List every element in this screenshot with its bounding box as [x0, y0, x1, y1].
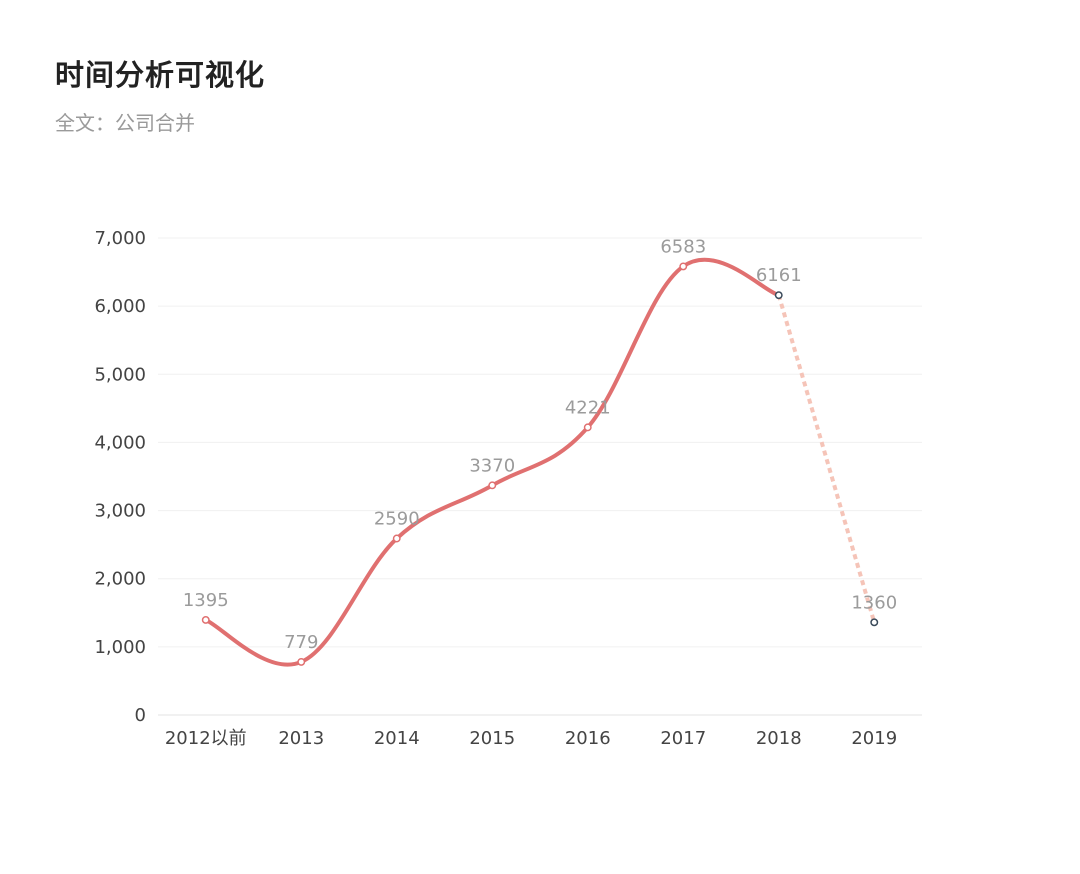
y-axis-ticks: 0 1,000 2,000 3,000 4,000 5,000 6,000 7,000 — [94, 228, 146, 726]
y-tick-label: 5,000 — [94, 364, 146, 385]
x-tick-label: 2016 — [565, 728, 611, 749]
x-tick-label: 2015 — [469, 728, 515, 749]
data-point — [679, 262, 688, 271]
x-tick-label: 2013 — [278, 728, 324, 749]
chart-subtitle: 全文：公司合并 — [55, 111, 195, 135]
y-tick-label: 2,000 — [94, 569, 146, 590]
x-tick-label: 2017 — [660, 728, 706, 749]
series-lines — [203, 257, 877, 667]
chart-title: 时间分析可视化 — [55, 58, 266, 92]
x-tick-label: 2014 — [374, 728, 420, 749]
y-tick-label: 7,000 — [94, 228, 146, 249]
data-label: 2590 — [374, 509, 420, 530]
data-point — [870, 618, 879, 627]
data-label: 1360 — [851, 592, 897, 613]
y-tick-label: 6,000 — [94, 296, 146, 317]
x-tick-label: 2018 — [756, 728, 802, 749]
data-label: 779 — [284, 632, 318, 653]
data-label: 4221 — [565, 397, 611, 418]
data-label: 3370 — [469, 455, 515, 476]
data-label: 6583 — [660, 236, 706, 257]
y-tick-label: 4,000 — [94, 432, 146, 453]
data-point — [297, 657, 306, 666]
data-point — [201, 615, 210, 624]
y-tick-label: 0 — [135, 705, 146, 726]
data-label: 6161 — [756, 265, 802, 286]
data-point — [583, 423, 592, 432]
x-tick-label: 2012以前 — [165, 728, 247, 749]
x-axis-ticks: 2012以前 2013 2014 2015 2016 2017 2018 2019 — [165, 728, 897, 749]
y-tick-label: 1,000 — [94, 637, 146, 658]
data-point — [392, 534, 401, 543]
data-labels: 1395 779 2590 3370 4221 6583 6161 1360 — [183, 236, 897, 653]
x-tick-label: 2019 — [851, 728, 897, 749]
data-points — [201, 262, 879, 666]
series-line-projection — [776, 294, 877, 623]
gridlines — [158, 237, 922, 716]
data-point — [488, 481, 497, 490]
data-point — [774, 291, 783, 300]
data-label: 1395 — [183, 590, 229, 611]
y-tick-label: 3,000 — [94, 501, 146, 522]
